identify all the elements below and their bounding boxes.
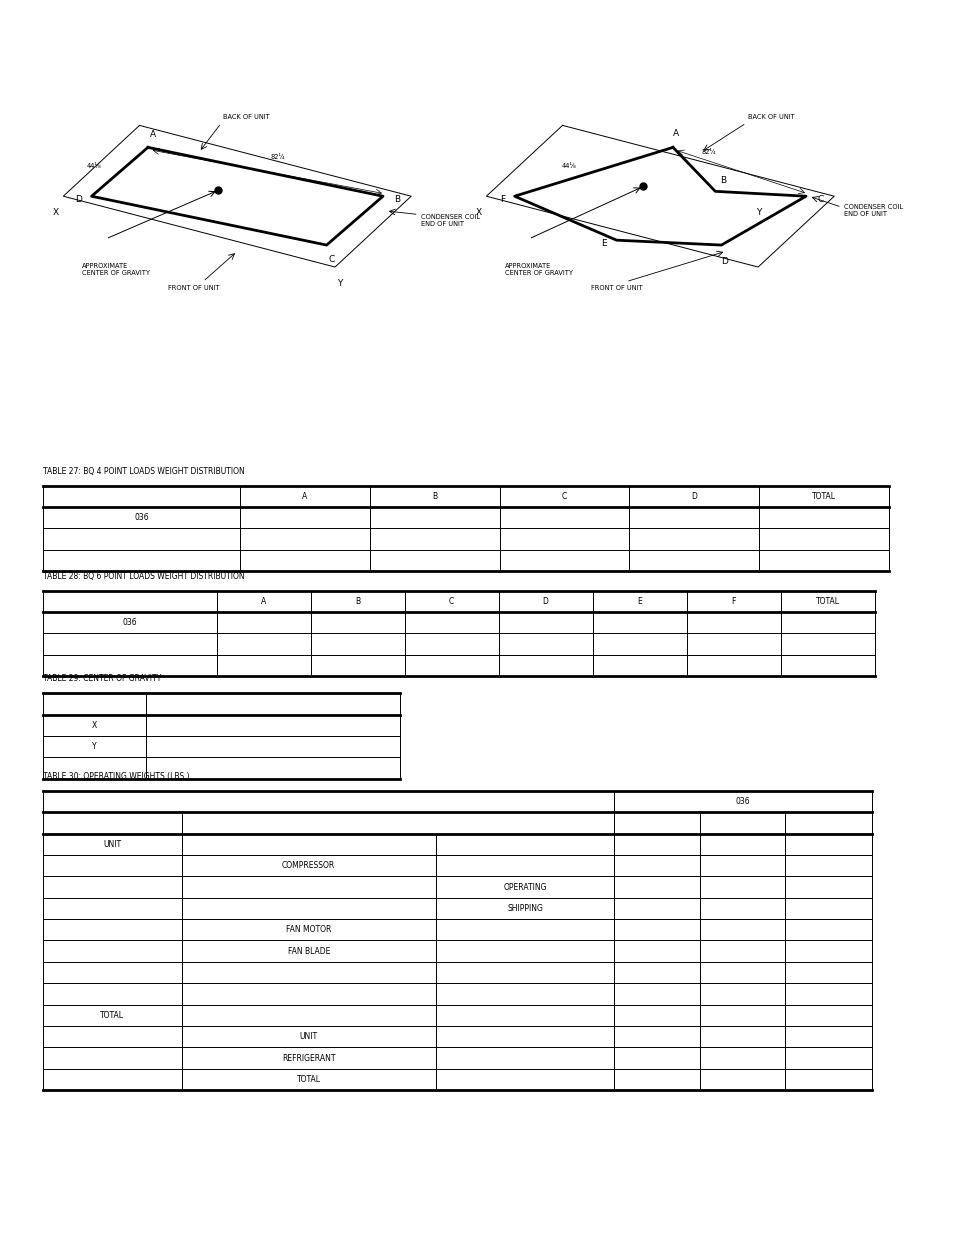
Text: 44¹⁄₈: 44¹⁄₈ <box>561 163 577 169</box>
Text: D: D <box>542 597 548 606</box>
Text: 036: 036 <box>122 619 137 627</box>
Text: C: C <box>449 597 454 606</box>
Text: B: B <box>720 177 725 185</box>
Text: F: F <box>499 195 505 204</box>
Text: TOTAL: TOTAL <box>811 492 835 501</box>
Text: TOTAL: TOTAL <box>296 1074 320 1084</box>
Text: E: E <box>637 597 641 606</box>
Text: SHIPPING: SHIPPING <box>506 904 542 913</box>
Text: TABLE 29: CENTER OF GRAVITY: TABLE 29: CENTER OF GRAVITY <box>43 674 161 683</box>
Text: APPROXIMATE
CENTER OF GRAVITY: APPROXIMATE CENTER OF GRAVITY <box>82 263 150 277</box>
Text: D: D <box>75 195 82 204</box>
Text: D: D <box>720 257 727 267</box>
Text: TOTAL: TOTAL <box>100 1010 124 1020</box>
Text: A: A <box>150 130 155 138</box>
Text: A: A <box>261 597 266 606</box>
Text: TABLE 27: BQ 4 POINT LOADS WEIGHT DISTRIBUTION: TABLE 27: BQ 4 POINT LOADS WEIGHT DISTRI… <box>43 467 244 475</box>
Text: COMPRESSOR: COMPRESSOR <box>282 861 335 871</box>
Text: BACK OF UNIT: BACK OF UNIT <box>747 114 794 120</box>
Text: TABLE 28: BQ 6 POINT LOADS WEIGHT DISTRIBUTION: TABLE 28: BQ 6 POINT LOADS WEIGHT DISTRI… <box>43 572 244 580</box>
Text: B: B <box>394 195 400 204</box>
Text: FAN MOTOR: FAN MOTOR <box>286 925 331 935</box>
Text: 036: 036 <box>735 797 749 806</box>
Text: 036: 036 <box>134 514 149 522</box>
Text: REFRIGERANT: REFRIGERANT <box>282 1053 335 1062</box>
Text: X: X <box>91 721 97 730</box>
Text: E: E <box>601 240 606 248</box>
Text: APPROXIMATE
CENTER OF GRAVITY: APPROXIMATE CENTER OF GRAVITY <box>505 263 573 277</box>
Text: UNIT: UNIT <box>299 1032 317 1041</box>
Text: CONDENSER COIL
END OF UNIT: CONDENSER COIL END OF UNIT <box>420 214 479 227</box>
Text: FRONT OF UNIT: FRONT OF UNIT <box>168 285 219 291</box>
Text: A: A <box>302 492 307 501</box>
Text: B: B <box>355 597 360 606</box>
Text: OPERATING: OPERATING <box>502 883 546 892</box>
Text: 82¹⁄₄: 82¹⁄₄ <box>700 148 716 154</box>
Text: 44¹⁄₈: 44¹⁄₈ <box>86 163 101 169</box>
Text: C: C <box>328 254 335 264</box>
Text: C: C <box>561 492 566 501</box>
Text: Y: Y <box>336 279 342 288</box>
Text: UNIT: UNIT <box>103 840 121 848</box>
Text: Y: Y <box>92 742 96 751</box>
Text: X: X <box>476 209 481 217</box>
Text: C: C <box>817 195 822 204</box>
Text: BACK OF UNIT: BACK OF UNIT <box>223 114 270 120</box>
Text: Y: Y <box>756 209 760 217</box>
Text: B: B <box>432 492 436 501</box>
Text: D: D <box>691 492 697 501</box>
Text: F: F <box>731 597 735 606</box>
Text: CONDENSER COIL
END OF UNIT: CONDENSER COIL END OF UNIT <box>842 204 902 217</box>
Text: A: A <box>672 128 679 137</box>
Text: TOTAL: TOTAL <box>815 597 839 606</box>
Text: FAN BLADE: FAN BLADE <box>287 947 330 956</box>
Text: TABLE 30: OPERATING WEIGHTS (LBS.): TABLE 30: OPERATING WEIGHTS (LBS.) <box>43 772 189 781</box>
Text: X: X <box>52 209 58 217</box>
Text: FRONT OF UNIT: FRONT OF UNIT <box>590 285 641 291</box>
Text: 82¹⁄₄: 82¹⁄₄ <box>270 153 285 159</box>
